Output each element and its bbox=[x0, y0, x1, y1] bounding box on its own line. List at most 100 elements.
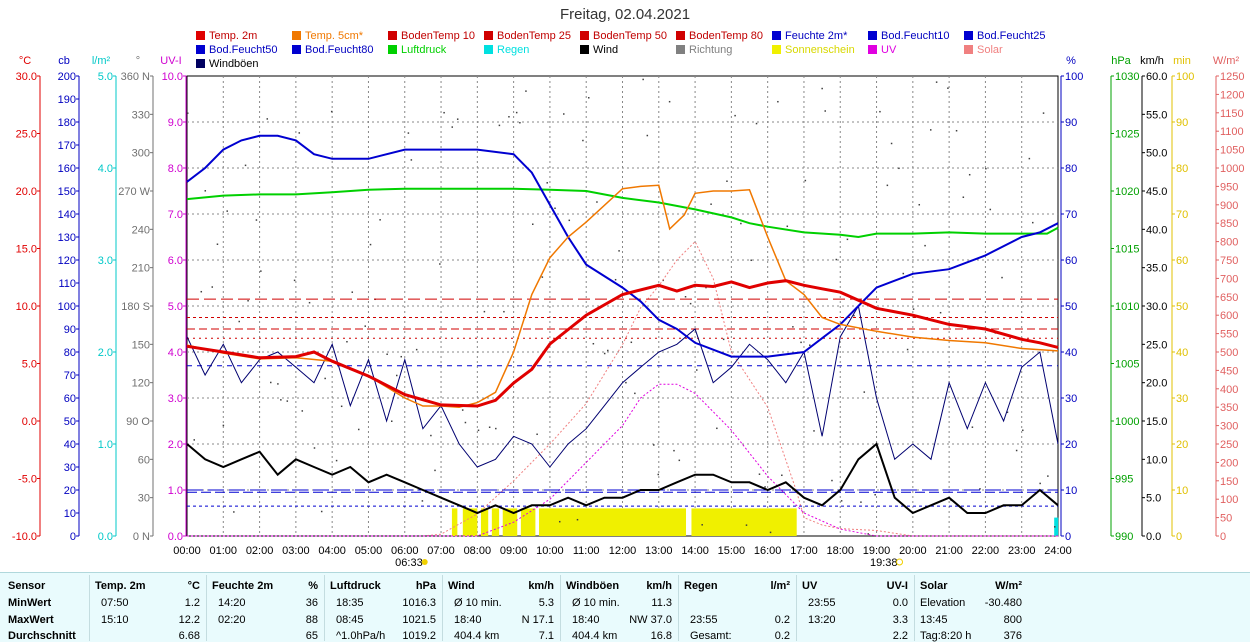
axis-tick-label: 20 bbox=[64, 485, 76, 497]
stats-cell-time: Ø 10 min. bbox=[454, 597, 502, 609]
axis-tick-label: 0.0 bbox=[1146, 531, 1161, 543]
legend-item: Bod.Feucht25 bbox=[964, 30, 1046, 42]
legend-swatch bbox=[868, 31, 877, 40]
axis-tick-label: 2.0 bbox=[98, 347, 113, 359]
sunshine-bar bbox=[491, 508, 500, 536]
direction-dot bbox=[226, 210, 228, 212]
direction-dot bbox=[451, 126, 454, 128]
stats-cell-value: 11.3 bbox=[651, 597, 672, 609]
legend-label: Regen bbox=[497, 44, 530, 56]
direction-dot bbox=[364, 325, 366, 327]
direction-dot bbox=[821, 87, 823, 90]
axis-: ° 360 N 330 300 270 W 240 210 180 S 150 120 90 O 60… bbox=[118, 55, 154, 543]
axis-tick-label: 130 bbox=[58, 232, 76, 244]
direction-dot bbox=[351, 291, 354, 293]
direction-dot bbox=[301, 410, 304, 412]
stats-cell-time: 07:50 bbox=[101, 597, 129, 609]
weather-chart: °C 30.0 25.0 20.0 15.0 10.0 5.0 0.0 -5.0 -10.0 cb 2… bbox=[12, 55, 1245, 569]
axis-tick-label: 50.0 bbox=[1146, 148, 1167, 160]
series-uv bbox=[187, 383, 1058, 537]
direction-dot bbox=[211, 286, 214, 288]
direction-dot bbox=[646, 134, 649, 137]
axis-tick-label: 45.0 bbox=[1146, 186, 1167, 198]
axis-tick-label: 60 bbox=[1176, 255, 1188, 267]
legend-item: BodenTemp 80 bbox=[676, 30, 763, 42]
direction-dot bbox=[716, 427, 718, 430]
x-tick-label: 21:00 bbox=[935, 545, 963, 557]
stats-cell-value: 65 bbox=[305, 630, 318, 642]
legend-swatch bbox=[868, 45, 877, 54]
direction-dot bbox=[929, 129, 932, 131]
axis-UVI: UV-I 10.0 9.0 8.0 7.0 6.0 5.0 4.0 3.0 2.0 1.0 0.0 bbox=[160, 55, 187, 543]
legend-item: Temp. 5cm* bbox=[292, 30, 363, 42]
stats-cell-time: Gesamt: bbox=[690, 630, 732, 642]
legend-swatch bbox=[676, 31, 685, 40]
x-axis: 00:00 01:00 02:00 03:00 04:00 05:00 06:00 07:00… bbox=[173, 545, 1072, 569]
stats-header-unit: W/m² bbox=[995, 580, 1022, 592]
chart-title: Freitag, 02.04.2021 bbox=[559, 6, 691, 23]
direction-dot bbox=[689, 302, 692, 305]
legend-label: UV bbox=[881, 44, 897, 56]
direction-dot bbox=[340, 405, 343, 408]
axis-tick-label: 10.0 bbox=[1146, 454, 1167, 466]
axis-tick-label: 30 bbox=[138, 493, 150, 505]
legend-item: Wind bbox=[580, 44, 618, 56]
direction-dot bbox=[989, 208, 992, 211]
direction-dot bbox=[379, 219, 381, 221]
direction-dot bbox=[846, 238, 849, 241]
legend-label: Bod.Feucht80 bbox=[305, 44, 374, 56]
axis-tick-label: 50 bbox=[64, 416, 76, 428]
direction-dot bbox=[684, 296, 687, 298]
axis-tick-label: 5.0 bbox=[1146, 493, 1161, 505]
direction-dot bbox=[247, 299, 249, 302]
legend-item: Windböen bbox=[196, 58, 259, 70]
axis-tick-label: 7.0 bbox=[168, 209, 183, 221]
axis-tick-label: 6.0 bbox=[168, 255, 183, 267]
stats-header: Temp. 2m bbox=[95, 580, 146, 592]
direction-dot bbox=[582, 139, 584, 142]
axis-tick-label: 1020 bbox=[1115, 186, 1139, 198]
axis-tick-label: 1015 bbox=[1115, 244, 1139, 256]
legend-item: Sonnenschein bbox=[772, 44, 855, 56]
sunshine-bar bbox=[691, 508, 797, 536]
direction-dot bbox=[568, 219, 571, 222]
legend-label: Bod.Feucht50 bbox=[209, 44, 278, 56]
stats-cell-value: NW 37.0 bbox=[629, 614, 672, 626]
direction-dot bbox=[1001, 276, 1003, 279]
legend-label: Bod.Feucht25 bbox=[977, 30, 1046, 42]
direction-dot bbox=[464, 421, 467, 424]
axis-tick-label: 90 bbox=[1065, 117, 1077, 129]
axis-tick-label: 70 bbox=[1176, 209, 1188, 221]
axis-tick-label: 3.0 bbox=[168, 393, 183, 405]
direction-dot bbox=[456, 118, 459, 120]
axis-tick-label: 750 bbox=[1220, 255, 1238, 267]
axis-unit-label: % bbox=[1066, 55, 1076, 67]
stats-column-divider bbox=[206, 575, 207, 641]
axis-tick-label: 10 bbox=[1176, 485, 1188, 497]
axis-tick-label: 250 bbox=[1220, 439, 1238, 451]
direction-dot bbox=[461, 409, 464, 411]
direction-dot bbox=[204, 190, 207, 192]
sunshine-bar bbox=[520, 508, 536, 536]
axis-tick-label: 15.0 bbox=[1146, 416, 1167, 428]
stats-header: Regen bbox=[684, 580, 718, 592]
axis-tick-label: 200 bbox=[1220, 457, 1238, 469]
direction-dot bbox=[769, 531, 772, 534]
x-tick-label: 10:00 bbox=[536, 545, 564, 557]
x-tick-label: 11:00 bbox=[573, 545, 600, 557]
x-tick-label: 19:00 bbox=[863, 545, 891, 557]
axis-tick-label: 60 bbox=[64, 393, 76, 405]
axis-tick-label: 650 bbox=[1220, 292, 1238, 304]
axis-tick-label: 180 bbox=[58, 117, 76, 129]
axis-tick-label: 60 bbox=[1065, 255, 1077, 267]
axis-tick-label: 1000 bbox=[1220, 163, 1244, 175]
direction-dot bbox=[777, 100, 779, 103]
axis-tick-label: 500 bbox=[1220, 347, 1238, 359]
legend-label: BodenTemp 25 bbox=[497, 30, 571, 42]
axis-tick-label: 300 bbox=[132, 148, 150, 160]
direction-dot bbox=[554, 207, 556, 210]
direction-dot bbox=[603, 352, 606, 355]
stats-row-label: Durchschnitt bbox=[8, 630, 76, 642]
direction-dot bbox=[831, 479, 833, 482]
